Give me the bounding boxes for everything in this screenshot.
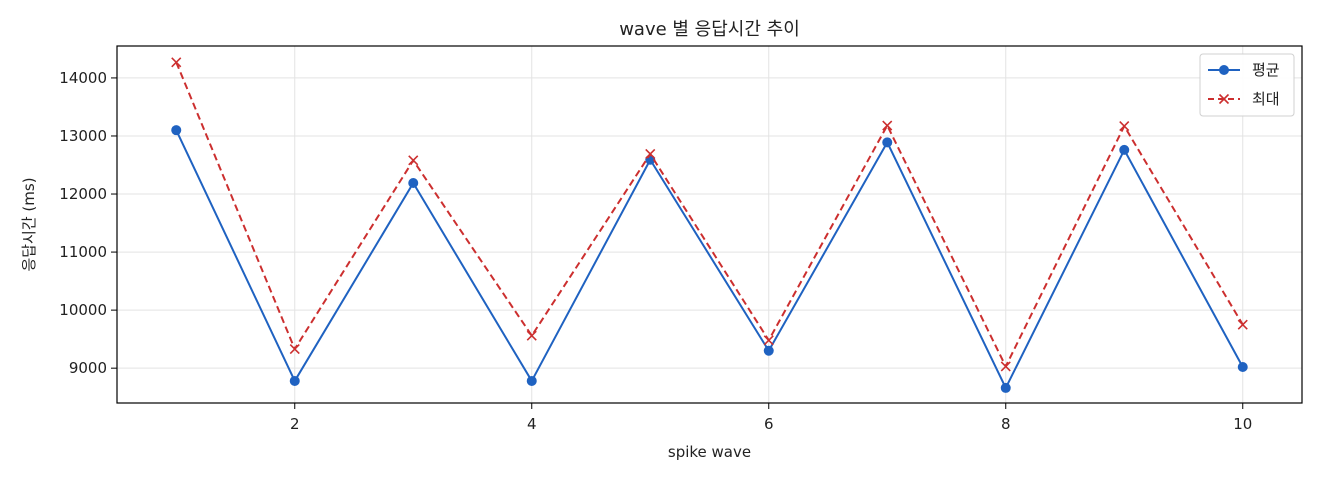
data-point [1237, 362, 1248, 373]
x-marker-stroke [171, 57, 182, 68]
data-point [1119, 144, 1130, 155]
data-point [763, 345, 774, 356]
y-tick-label: 12000 [59, 185, 107, 203]
y-tick-label: 13000 [59, 127, 107, 145]
y-tick-label: 10000 [59, 301, 107, 319]
series-layer [171, 57, 1248, 393]
legend-marker-0 [1219, 65, 1229, 75]
data-point [526, 375, 537, 386]
x-marker-stroke [645, 148, 656, 160]
chart-title: wave 별 응답시간 추이 [619, 19, 800, 40]
legend-label-0: 평균 [1252, 61, 1280, 79]
data-point [171, 125, 182, 136]
x-tick-label: 2 [290, 415, 300, 433]
x-marker-stroke [882, 120, 893, 131]
data-point [408, 155, 419, 166]
data-point [1000, 382, 1011, 393]
data-point [1237, 319, 1248, 330]
data-point [882, 120, 893, 131]
x-tick-label: 8 [1001, 415, 1011, 433]
legend-box [1199, 53, 1295, 117]
x-marker-stroke [408, 155, 419, 166]
legend-label-1: 최대 [1252, 90, 1280, 108]
series-line-1 [175, 61, 1244, 368]
y-axis-title: 응답시간 (ms) [20, 177, 38, 271]
axis-ticks: 2 4 6 8 10 9000 10000 11000 12000 13000 14000 [59, 69, 1252, 433]
y-tick-label: 11000 [59, 243, 107, 261]
data-point [289, 343, 300, 355]
plot-area-frame [116, 45, 1303, 404]
data-point [1000, 361, 1011, 372]
data-point [171, 57, 182, 68]
x-tick-label: 10 [1233, 415, 1252, 433]
x-marker-stroke [289, 343, 300, 355]
x-tick-label: 6 [764, 415, 774, 433]
x-marker-stroke [1119, 121, 1130, 132]
x-axis-title: spike wave [668, 443, 751, 461]
x-marker-stroke [526, 330, 537, 341]
x-marker-stroke [1218, 93, 1230, 105]
x-marker-stroke [1237, 319, 1248, 330]
series-line-0 [175, 129, 1244, 389]
data-point [645, 148, 656, 160]
data-point [526, 330, 537, 341]
data-point [408, 177, 419, 188]
data-point [289, 375, 300, 386]
grid-lines [117, 46, 1302, 403]
data-point [1119, 121, 1130, 132]
x-tick-label: 4 [527, 415, 537, 433]
x-marker-stroke [1000, 361, 1011, 372]
y-tick-label: 9000 [69, 359, 107, 377]
data-point [763, 335, 774, 346]
x-marker-stroke [763, 335, 774, 346]
legend-marker-1 [1218, 93, 1230, 105]
y-tick-label: 14000 [59, 69, 107, 87]
data-point [882, 137, 893, 148]
